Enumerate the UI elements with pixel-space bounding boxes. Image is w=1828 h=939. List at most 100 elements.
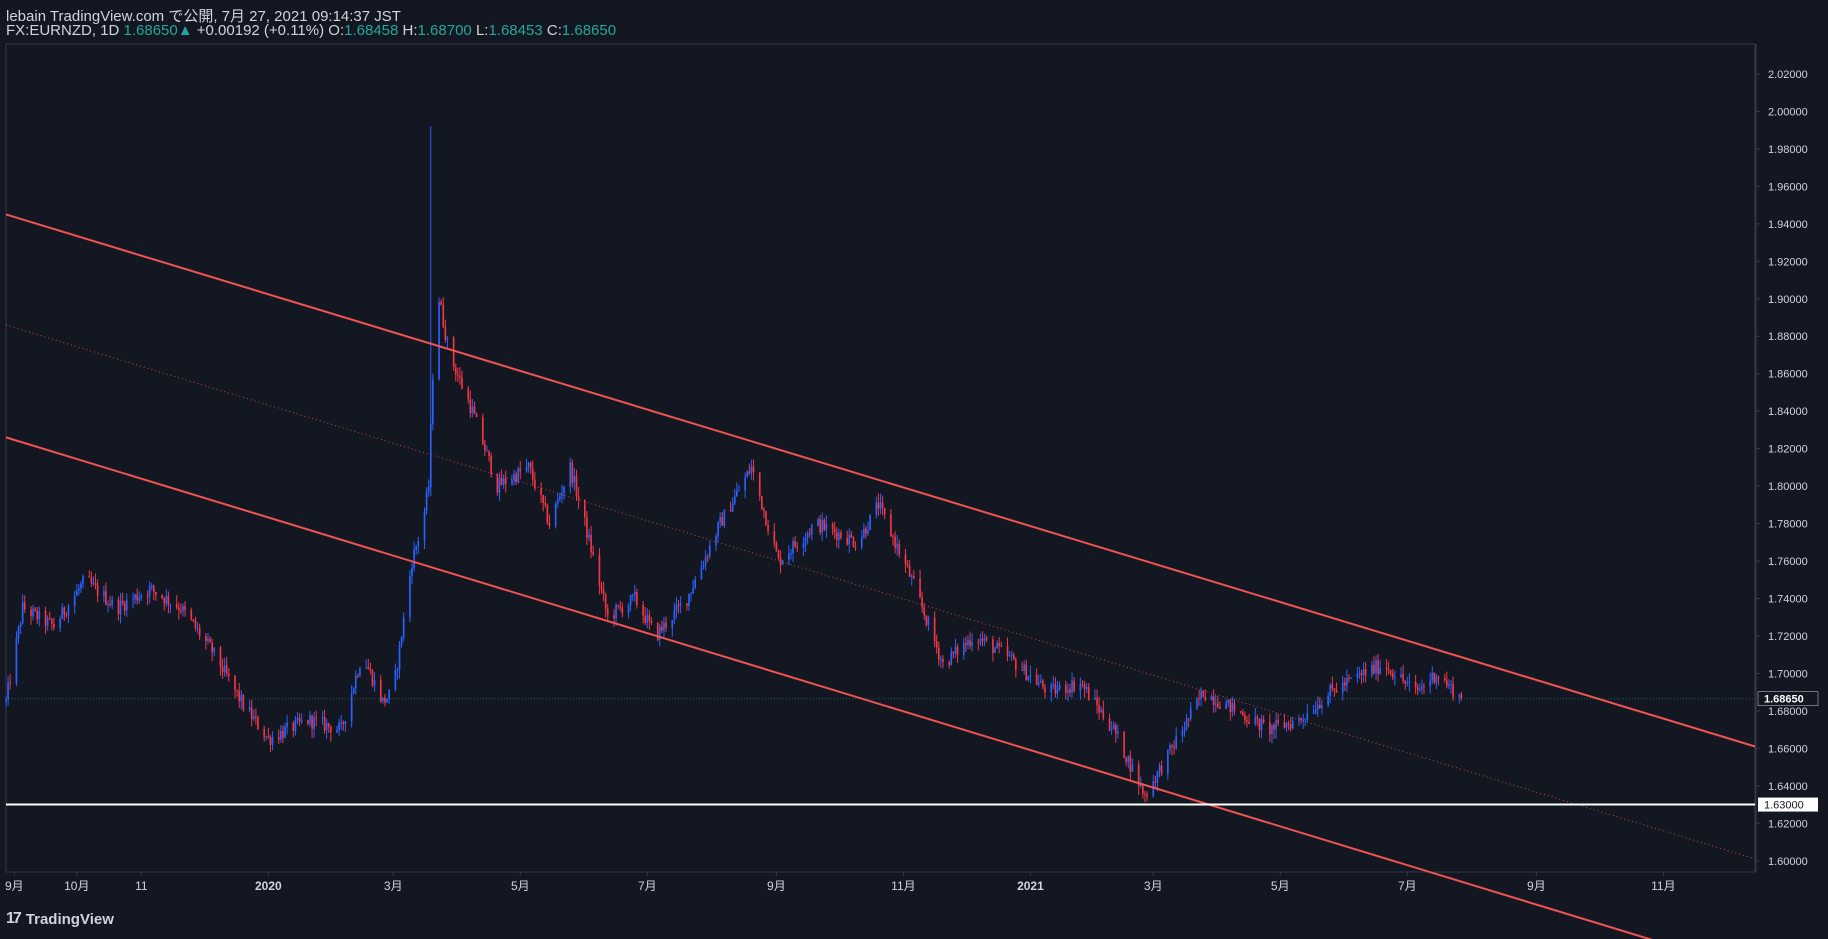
candle-body bbox=[1241, 712, 1244, 716]
candle-body bbox=[384, 697, 386, 703]
candle-body bbox=[1287, 723, 1290, 725]
x-tick-label: 7月 bbox=[1398, 879, 1417, 893]
y-tick-label: 1.88000 bbox=[1768, 331, 1808, 343]
symbol-label[interactable]: FX:EURNZD, 1D bbox=[6, 22, 120, 39]
candle-body bbox=[760, 495, 763, 510]
y-tick-label: 2.02000 bbox=[1768, 69, 1808, 81]
candle-body bbox=[311, 715, 313, 729]
candle-body bbox=[925, 615, 928, 625]
candle-body bbox=[80, 583, 82, 589]
candle-body bbox=[852, 537, 855, 547]
candle-body bbox=[933, 617, 936, 642]
candle-body bbox=[94, 582, 97, 585]
candle-body bbox=[1085, 687, 1088, 689]
candle-body bbox=[109, 604, 111, 606]
candle-body bbox=[461, 377, 463, 389]
candle-body bbox=[1058, 684, 1061, 690]
candle-body bbox=[379, 679, 382, 702]
candle-body bbox=[992, 639, 994, 654]
candle-body bbox=[1435, 676, 1438, 683]
candle-body bbox=[1358, 673, 1361, 675]
candle-body bbox=[481, 417, 484, 445]
candle-body bbox=[631, 594, 634, 596]
candle-body bbox=[1414, 681, 1417, 688]
candle-body bbox=[584, 499, 586, 518]
candle-body bbox=[1037, 682, 1040, 685]
tradingview-logo[interactable]: 17 TradingView bbox=[6, 910, 114, 928]
candle-body bbox=[1416, 687, 1419, 690]
candle-body bbox=[1291, 720, 1294, 729]
candle-body bbox=[5, 699, 7, 702]
candle-body bbox=[255, 716, 257, 718]
candle-body bbox=[1229, 699, 1232, 713]
candle-body bbox=[1129, 756, 1132, 772]
candle-body bbox=[1385, 667, 1388, 670]
candle-body bbox=[1329, 684, 1332, 696]
candle-body bbox=[425, 491, 428, 512]
candle-body bbox=[719, 517, 722, 523]
candle-body bbox=[619, 606, 622, 608]
candle-body bbox=[1214, 703, 1217, 705]
candle-body bbox=[875, 502, 878, 515]
candle-body bbox=[223, 665, 226, 673]
candle-body bbox=[1029, 674, 1032, 677]
candle-body bbox=[1054, 684, 1057, 694]
candle-body bbox=[962, 642, 965, 655]
candle-body bbox=[294, 719, 297, 732]
candle-body bbox=[134, 594, 136, 599]
candle-body bbox=[1189, 708, 1192, 720]
x-tick-label: 9月 bbox=[767, 879, 786, 893]
candle-body bbox=[1298, 718, 1300, 721]
candle-body bbox=[967, 640, 969, 645]
candle-body bbox=[63, 607, 66, 615]
candle-body bbox=[132, 598, 134, 600]
candle-body bbox=[1025, 664, 1028, 680]
candle-body bbox=[263, 729, 266, 738]
candle-body bbox=[1437, 676, 1440, 679]
candle-body bbox=[892, 536, 894, 538]
candle-body bbox=[1404, 680, 1407, 684]
candle-body bbox=[21, 602, 24, 624]
candle-body bbox=[942, 659, 944, 663]
x-tick-label: 3月 bbox=[384, 879, 403, 893]
candle-body bbox=[952, 651, 955, 654]
candle-body bbox=[1175, 736, 1177, 749]
candle-body bbox=[823, 519, 826, 530]
high-value: 1.68700 bbox=[417, 22, 472, 39]
candle-body bbox=[527, 462, 530, 467]
candle-body bbox=[615, 605, 617, 619]
candle-body bbox=[1362, 669, 1365, 676]
candle-body bbox=[1196, 698, 1198, 709]
candle-body bbox=[1373, 664, 1375, 673]
candle-body bbox=[663, 622, 665, 631]
candle-body bbox=[1144, 793, 1146, 795]
candle-body bbox=[155, 591, 157, 596]
candle-body bbox=[817, 519, 819, 526]
candle-body bbox=[1187, 718, 1190, 720]
price-change: +0.00192 (+0.11%) bbox=[196, 22, 325, 39]
candle-body bbox=[1027, 676, 1030, 680]
candle-body bbox=[196, 627, 199, 629]
candle-body bbox=[779, 557, 782, 565]
candle-body bbox=[1112, 724, 1115, 730]
price-label-bg-support bbox=[1758, 797, 1818, 812]
candle-body bbox=[1110, 729, 1113, 731]
candle-body bbox=[415, 546, 418, 550]
candle-body bbox=[690, 593, 692, 595]
candle-body bbox=[1375, 660, 1377, 673]
candle-body bbox=[119, 600, 122, 615]
candle-body bbox=[1096, 697, 1098, 706]
candle-body bbox=[67, 605, 70, 616]
candle-body bbox=[367, 667, 370, 669]
candle-body bbox=[92, 582, 95, 584]
candle-body bbox=[642, 604, 644, 616]
candle-body bbox=[338, 722, 340, 730]
candle-body bbox=[588, 534, 590, 538]
candle-body bbox=[1233, 703, 1236, 712]
candle-body bbox=[140, 595, 143, 598]
candle-body bbox=[1064, 684, 1067, 693]
y-tick-label: 1.82000 bbox=[1768, 444, 1808, 456]
candle-body bbox=[386, 698, 388, 703]
tradingview-brand: TradingView bbox=[25, 910, 114, 928]
